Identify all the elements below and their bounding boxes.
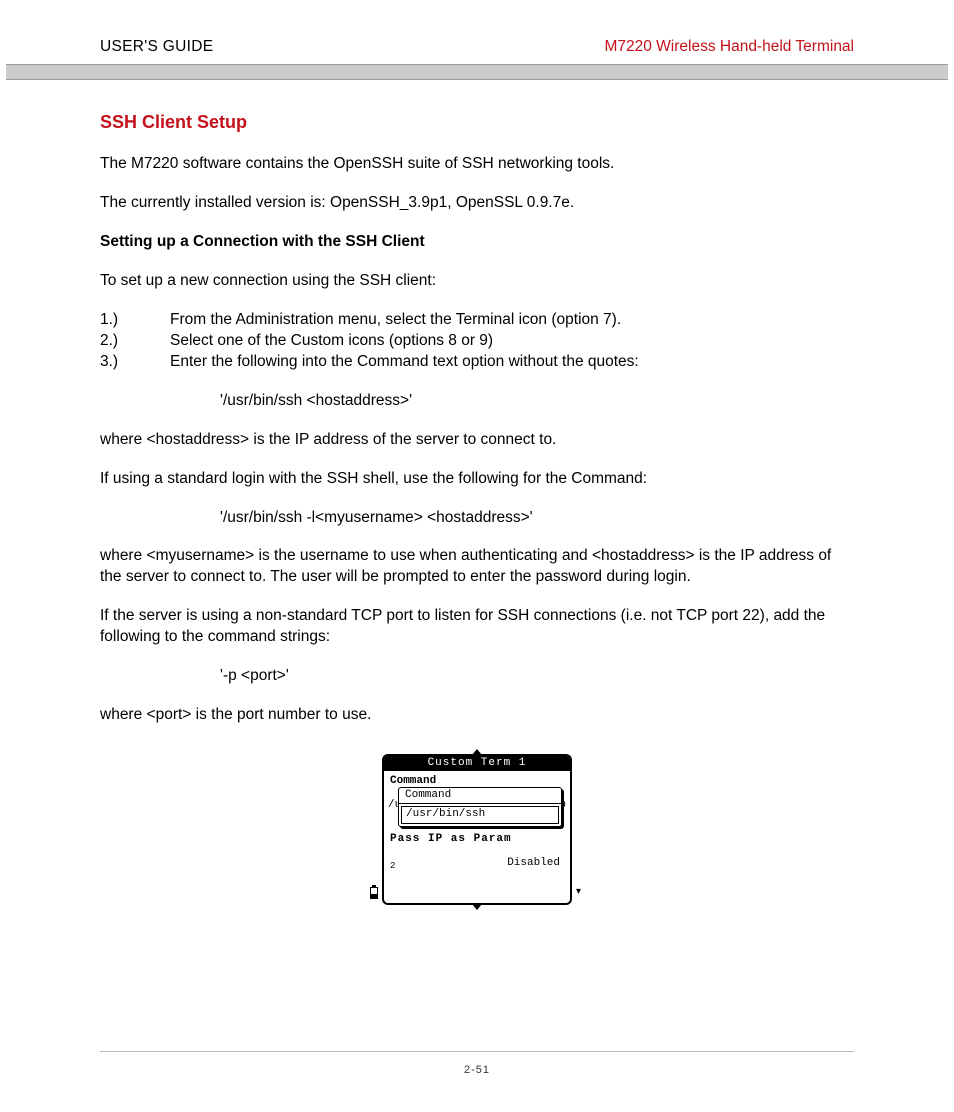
command-example-1: '/usr/bin/ssh <hostaddress>'	[100, 391, 854, 412]
signal-icon: ▾	[576, 887, 584, 901]
terminal-pass-ip-label: Pass IP as Param	[390, 833, 564, 846]
page-number: 2-51	[0, 1064, 954, 1076]
battery-icon	[370, 887, 378, 901]
explain-2: where <myusername> is the username to us…	[100, 546, 854, 588]
step-item: 2.) Select one of the Custom icons (opti…	[100, 331, 854, 352]
command-example-2: '/usr/bin/ssh -l<myusername> <hostaddres…	[100, 508, 854, 529]
header-right-title: M7220 Wireless Hand-held Terminal	[604, 38, 854, 56]
scroll-down-icon	[472, 904, 482, 910]
intro-paragraph-2: The currently installed version is: Open…	[100, 193, 854, 214]
step-number: 1.)	[100, 310, 170, 331]
std-login-paragraph: If using a standard login with the SSH s…	[100, 469, 854, 490]
step-number: 2.)	[100, 331, 170, 352]
terminal-disabled-label: Disabled	[507, 857, 560, 870]
header-divider	[6, 64, 948, 80]
terminal-popup-title: Command	[399, 788, 561, 804]
terminal-command-popup: Command /usr/bin/ssh	[398, 787, 562, 826]
page-header: USER'S GUIDE M7220 Wireless Hand-held Te…	[0, 0, 954, 64]
steps-list: 1.) From the Administration menu, select…	[100, 310, 854, 373]
page-content: SSH Client Setup The M7220 software cont…	[0, 80, 954, 909]
step-number: 3.)	[100, 352, 170, 373]
step-item: 3.) Enter the following into the Command…	[100, 352, 854, 373]
steps-lead-in: To set up a new connection using the SSH…	[100, 271, 854, 292]
step-text: Enter the following into the Command tex…	[170, 352, 854, 373]
explain-1: where <hostaddress> is the IP address of…	[100, 430, 854, 451]
subsection-heading: Setting up a Connection with the SSH Cli…	[100, 232, 854, 253]
scroll-up-icon	[472, 749, 482, 755]
port-paragraph: If the server is using a non-standard TC…	[100, 606, 854, 648]
step-text: Select one of the Custom icons (options …	[170, 331, 854, 352]
explain-3: where <port> is the port number to use.	[100, 705, 854, 726]
terminal-title: Custom Term 1	[384, 756, 570, 771]
command-example-3: '-p <port>'	[100, 666, 854, 687]
terminal-corner-number: 2	[390, 861, 395, 872]
terminal-command-value: /usr/bin/ssh	[401, 806, 559, 823]
intro-paragraph-1: The M7220 software contains the OpenSSH …	[100, 154, 854, 175]
header-left-title: USER'S GUIDE	[100, 38, 213, 56]
step-item: 1.) From the Administration menu, select…	[100, 310, 854, 331]
terminal-screen: Custom Term 1 Command /u p Command /usr/…	[382, 754, 572, 905]
terminal-screenshot: Custom Term 1 Command /u p Command /usr/…	[372, 750, 582, 909]
footer-divider	[100, 1051, 854, 1052]
section-title: SSH Client Setup	[100, 110, 854, 134]
step-text: From the Administration menu, select the…	[170, 310, 854, 331]
